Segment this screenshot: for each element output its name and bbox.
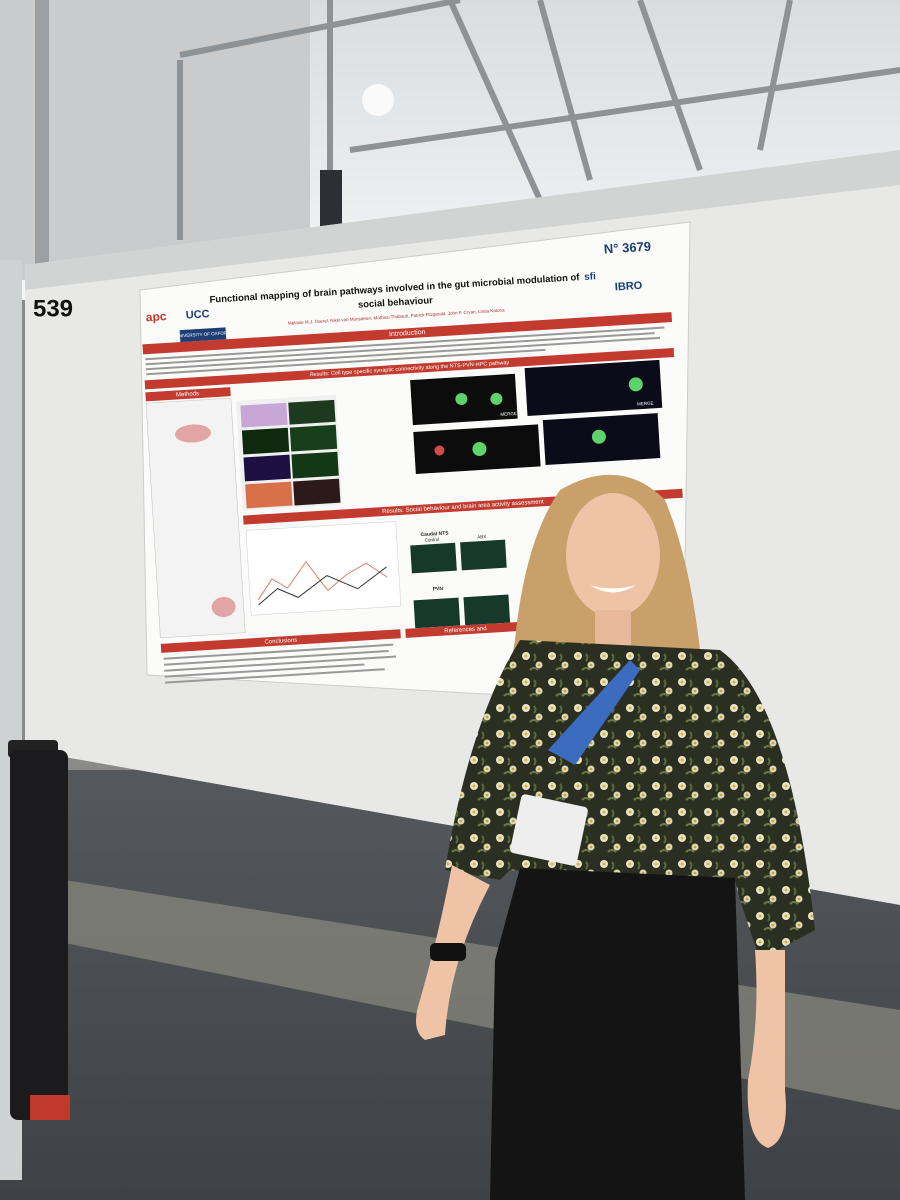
- poster-title: social behaviour: [358, 295, 434, 311]
- wall: [0, 0, 310, 280]
- panel-label: PVN: [433, 586, 444, 593]
- panel-label: Control: [425, 537, 440, 543]
- section-bar: [142, 312, 673, 355]
- duct: [320, 170, 342, 230]
- section-title: Introduction: [389, 329, 426, 338]
- panel-label: Caudal NTS: [420, 530, 449, 538]
- badge: [510, 794, 588, 866]
- pillar: [35, 0, 49, 270]
- arm-left: [747, 950, 786, 1148]
- panel-label: MERGE: [637, 401, 654, 407]
- logo: sfi: [584, 271, 597, 283]
- stanchion: [10, 750, 68, 1120]
- brain-icon: [211, 596, 236, 617]
- person: [416, 474, 815, 1200]
- poster-number: N° 3679: [603, 239, 651, 257]
- micrograph: [460, 539, 507, 571]
- watch: [430, 943, 466, 961]
- logo-box: [179, 327, 227, 343]
- smile: [590, 585, 636, 593]
- panel-label: ABX: [477, 534, 486, 540]
- micrograph: [413, 597, 461, 629]
- section-title: References and: [444, 626, 487, 635]
- behaviour-plots: [245, 521, 402, 616]
- section-bar: [145, 387, 231, 402]
- micrograph: [410, 542, 457, 574]
- lamp: [362, 84, 394, 116]
- section-bar: [144, 348, 675, 390]
- blouse: [445, 640, 815, 960]
- panel-label: MERGE: [500, 411, 517, 417]
- plot-lines: [257, 560, 388, 601]
- board-top: [25, 150, 900, 290]
- section-bar: [160, 629, 401, 653]
- plot-lines: [258, 566, 387, 606]
- logo: apc: [145, 309, 167, 324]
- stanchion-base: [30, 1095, 70, 1120]
- logo: IBRO: [614, 280, 643, 294]
- board-number: 539: [33, 295, 73, 322]
- section-title: Conclusions: [264, 638, 297, 646]
- micrograph: [463, 594, 511, 626]
- microscopy-grid: [236, 359, 663, 511]
- trousers: [490, 868, 745, 1200]
- conclusions-text: [163, 643, 397, 684]
- trusses: [177, 0, 900, 240]
- logo: UNIVERSITY OF OXFORD: [175, 330, 231, 338]
- lanyard: [548, 660, 640, 765]
- methods-panel: [145, 397, 246, 639]
- face: [566, 493, 660, 617]
- brain-icon: [174, 424, 211, 443]
- logo: UCC: [185, 308, 210, 321]
- section-title: Methods: [176, 391, 199, 398]
- intro-text: [145, 326, 665, 376]
- section-bar: [405, 621, 526, 638]
